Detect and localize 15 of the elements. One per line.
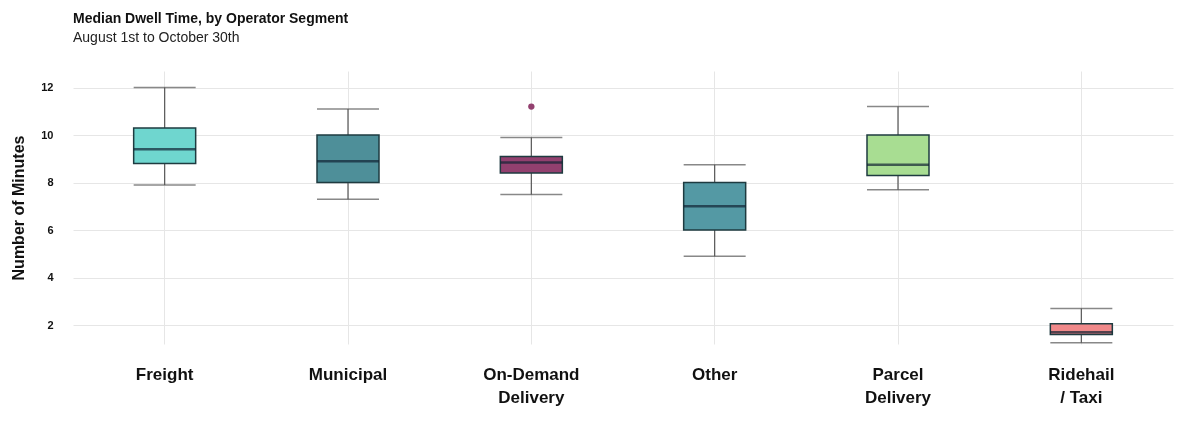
x-tick-label: Ridehail / Taxi: [1048, 364, 1115, 407]
y-tick-label: 10: [41, 128, 54, 141]
x-tick-label: Freight: [135, 364, 194, 384]
y-tick-label: 2: [47, 318, 54, 331]
x-tick-label: On-Demand Delivery: [483, 364, 580, 407]
y-tick-label: 8: [47, 176, 54, 189]
x-tick-label: Municipal: [308, 364, 388, 384]
x-tick-label: Parcel Delivery: [864, 364, 932, 407]
y-tick-label: 4: [47, 271, 55, 284]
chart-title: Median Dwell Time, by Operator Segment: [73, 10, 349, 26]
y-axis-title: Number of Minutes: [10, 135, 28, 281]
x-tick-label: Other: [691, 364, 738, 384]
chart-subtitle: August 1st to October 30th: [73, 29, 240, 45]
y-tick-label: 12: [41, 81, 54, 94]
y-tick-label: 6: [47, 223, 54, 236]
